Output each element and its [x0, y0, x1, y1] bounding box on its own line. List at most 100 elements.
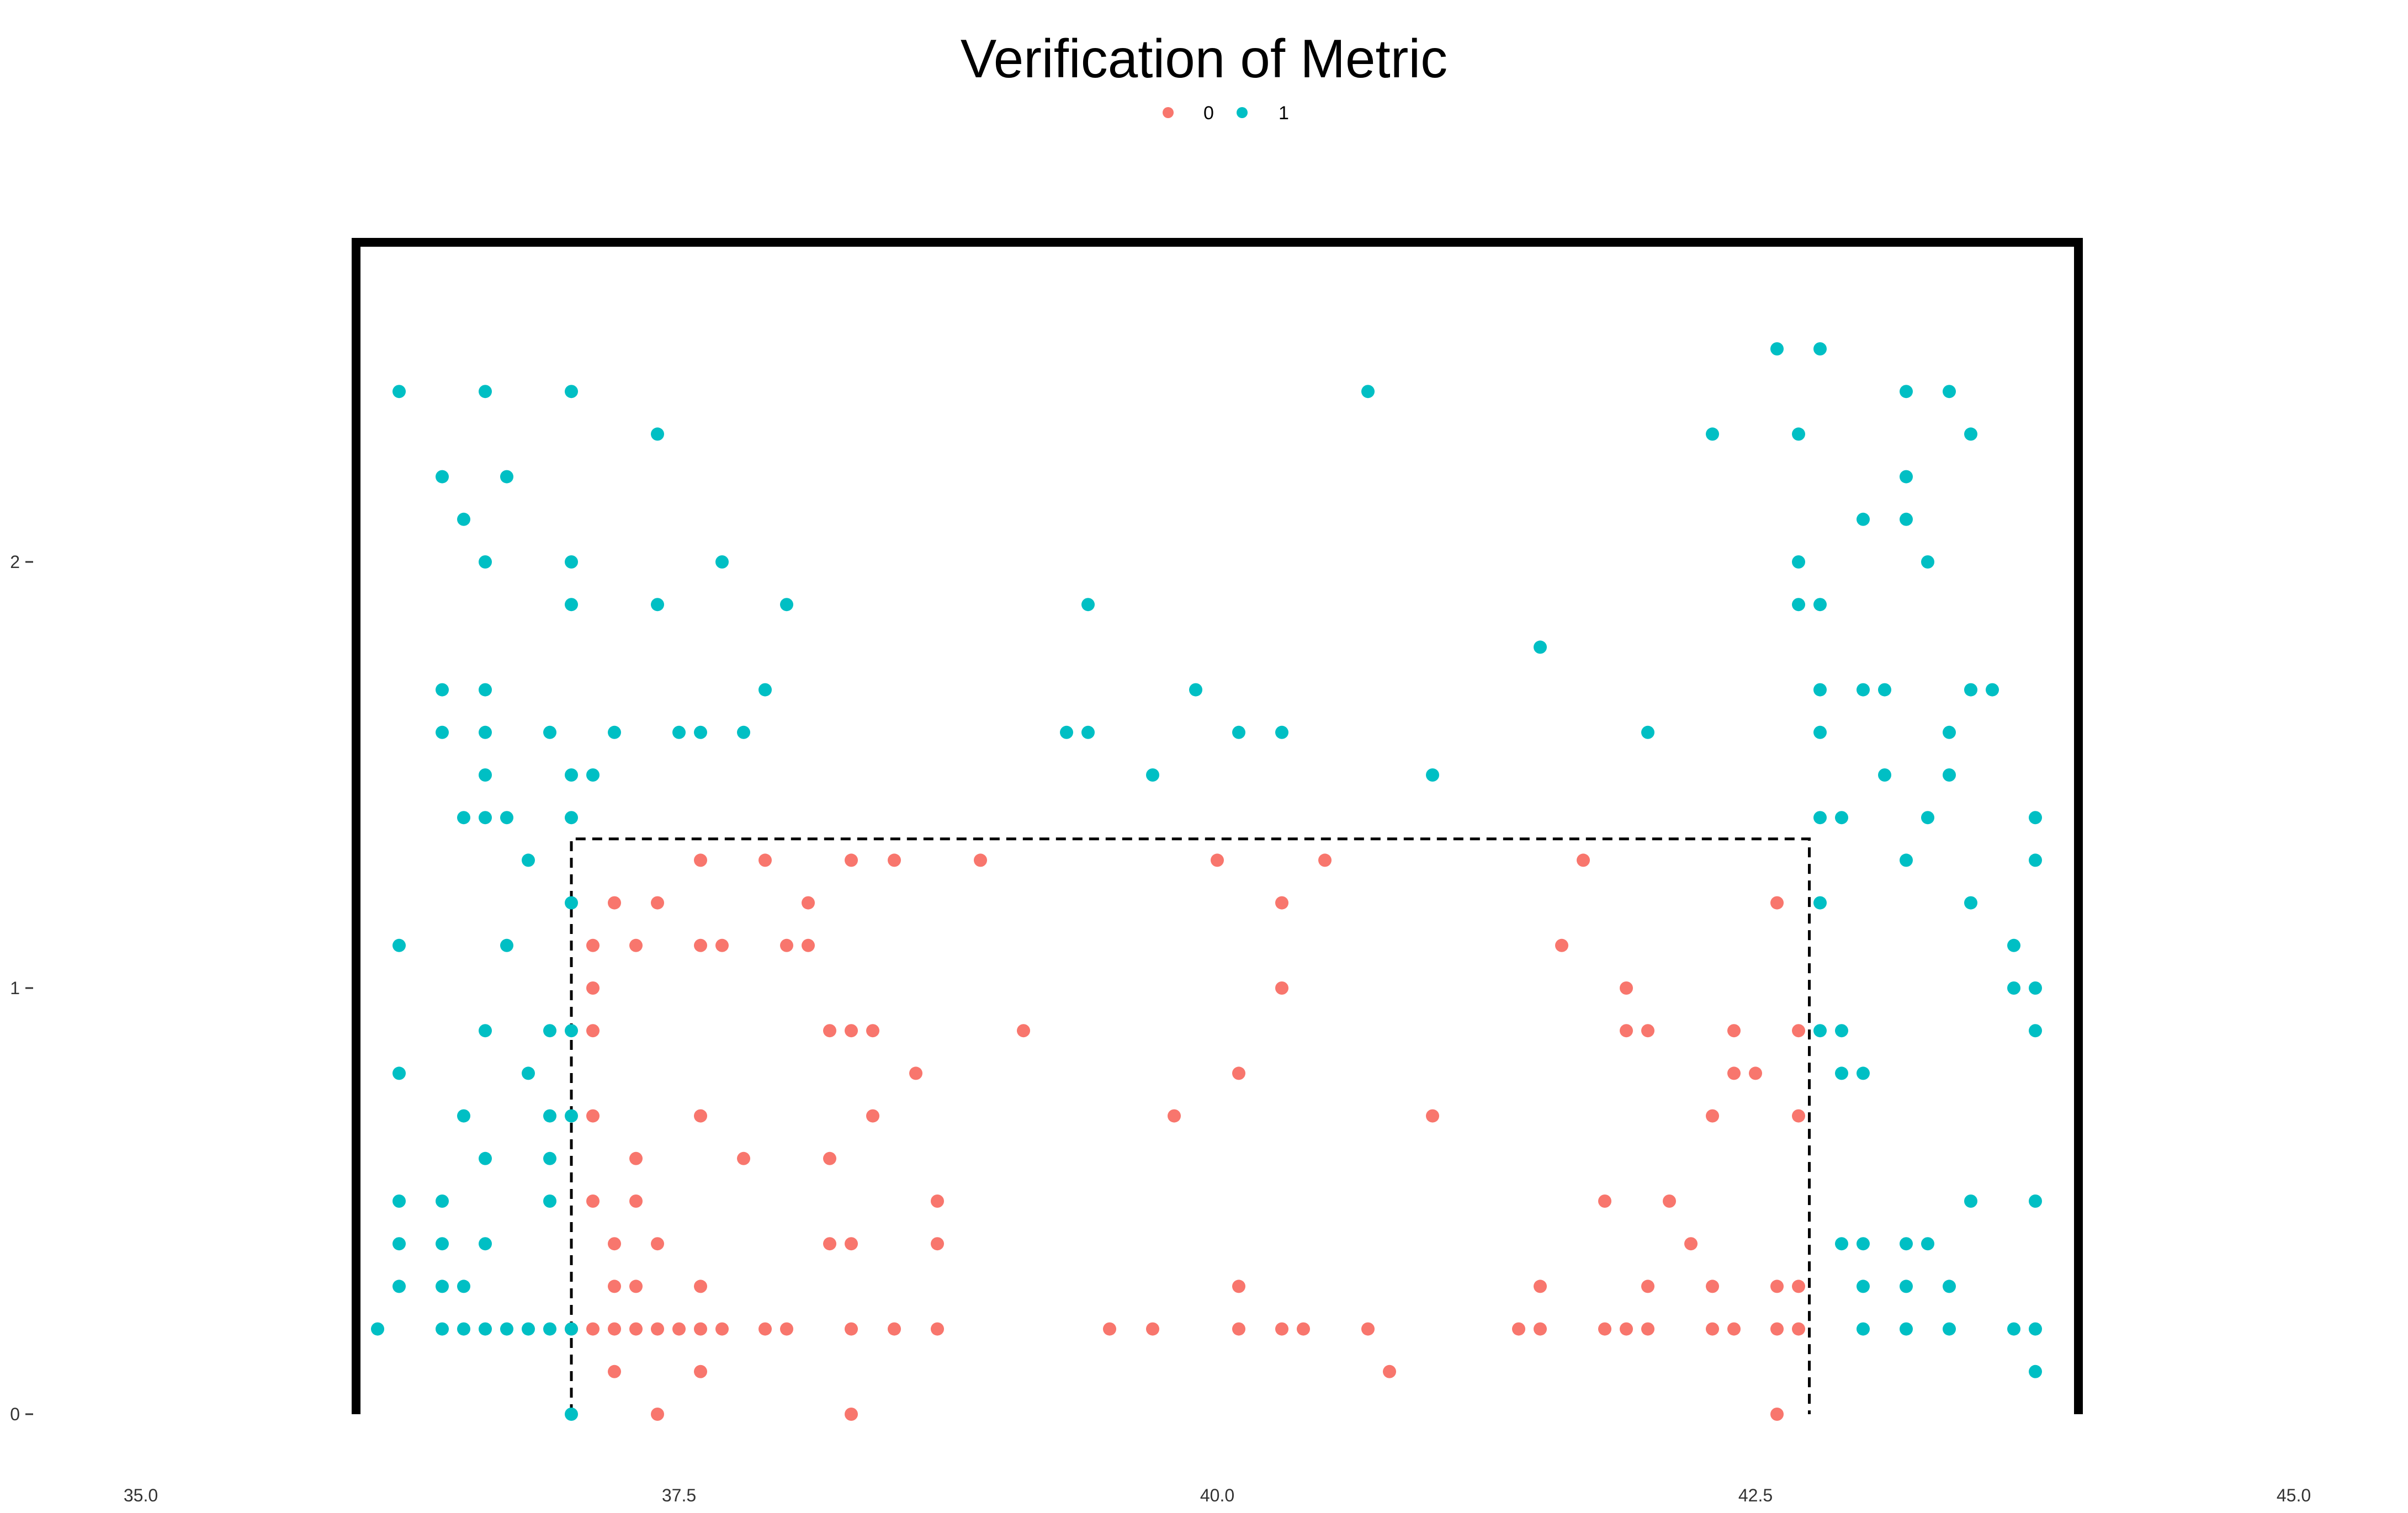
- data-point-series-0: [608, 1365, 621, 1378]
- data-point-series-1: [694, 725, 707, 739]
- data-point-series-0: [1232, 1322, 1245, 1336]
- data-point-series-0: [608, 1322, 621, 1336]
- data-point-series-1: [1857, 1237, 1870, 1251]
- data-point-series-0: [866, 1024, 879, 1038]
- data-point-series-1: [436, 1280, 449, 1293]
- data-point-series-1: [1900, 853, 1913, 867]
- data-point-series-0: [1275, 1322, 1288, 1336]
- data-point-series-1: [651, 427, 664, 441]
- data-point-series-0: [1318, 853, 1332, 867]
- data-point-series-0: [608, 1237, 621, 1251]
- data-point-series-1: [436, 683, 449, 697]
- data-point-series-1: [457, 512, 470, 526]
- data-point-series-0: [651, 896, 664, 910]
- data-point-series-1: [436, 725, 449, 739]
- data-point-series-1: [565, 1109, 578, 1123]
- data-point-series-1: [1813, 1024, 1827, 1038]
- data-point-series-1: [565, 1024, 578, 1038]
- data-point-series-1: [1835, 1024, 1848, 1038]
- data-point-series-0: [888, 853, 901, 867]
- data-point-series-1: [436, 1322, 449, 1336]
- data-point-series-1: [1943, 1280, 1956, 1293]
- data-point-series-0: [1727, 1066, 1741, 1080]
- data-point-series-1: [543, 1322, 556, 1336]
- data-point-series-1: [1878, 768, 1891, 782]
- data-point-series-1: [522, 853, 535, 867]
- data-point-series-0: [1426, 1109, 1439, 1123]
- data-point-series-1: [479, 811, 492, 825]
- data-point-series-0: [1641, 1280, 1654, 1293]
- data-point-series-1: [500, 470, 513, 484]
- data-point-series-0: [823, 1024, 836, 1038]
- data-point-series-1: [565, 598, 578, 612]
- data-point-series-1: [1835, 811, 1848, 825]
- data-point-series-1: [1361, 385, 1375, 399]
- data-point-series-1: [1900, 385, 1913, 399]
- data-point-series-0: [888, 1322, 901, 1336]
- x-tick-label: 45.0: [2277, 1485, 2311, 1505]
- data-point-series-1: [393, 1195, 406, 1208]
- data-point-series-0: [629, 938, 643, 952]
- data-point-series-1: [543, 725, 556, 739]
- data-point-series-0: [931, 1322, 944, 1336]
- data-point-series-0: [1749, 1066, 1762, 1080]
- data-point-series-1: [393, 1280, 406, 1293]
- data-point-series-1: [2029, 981, 2042, 995]
- data-point-series-0: [1512, 1322, 1525, 1336]
- data-point-series-1: [2029, 1322, 2042, 1336]
- data-point-series-0: [586, 1109, 600, 1123]
- data-point-series-1: [479, 683, 492, 697]
- data-point-series-0: [780, 938, 793, 952]
- y-tick-label: 2: [10, 552, 20, 572]
- data-point-series-1: [608, 725, 621, 739]
- data-point-series-1: [1081, 598, 1095, 612]
- data-point-series-1: [1813, 811, 1827, 825]
- data-point-series-1: [479, 1151, 492, 1165]
- data-point-series-1: [1900, 1280, 1913, 1293]
- data-point-series-1: [737, 725, 750, 739]
- data-point-series-0: [1706, 1322, 1719, 1336]
- data-point-series-1: [1146, 768, 1159, 782]
- legend-label-1: 1: [1279, 103, 1289, 124]
- data-point-series-1: [2029, 853, 2042, 867]
- data-point-series-0: [931, 1195, 944, 1208]
- data-point-series-1: [1900, 470, 1913, 484]
- data-point-series-1: [565, 385, 578, 399]
- data-point-series-1: [565, 811, 578, 825]
- data-point-series-1: [1900, 1322, 1913, 1336]
- data-point-series-1: [672, 725, 686, 739]
- data-point-series-0: [823, 1151, 836, 1165]
- data-point-series-1: [1921, 1237, 1934, 1251]
- data-point-series-1: [457, 1322, 470, 1336]
- data-point-series-0: [715, 1322, 729, 1336]
- data-point-series-0: [845, 1024, 858, 1038]
- data-point-series-1: [500, 1322, 513, 1336]
- data-point-series-1: [1900, 1237, 1913, 1251]
- data-point-series-0: [629, 1195, 643, 1208]
- data-point-series-1: [1813, 896, 1827, 910]
- data-point-series-1: [1426, 768, 1439, 782]
- data-point-series-1: [1813, 598, 1827, 612]
- data-point-series-0: [694, 1322, 707, 1336]
- data-point-series-0: [759, 853, 772, 867]
- data-point-series-1: [651, 598, 664, 612]
- data-point-series-0: [802, 938, 815, 952]
- data-point-series-0: [629, 1280, 643, 1293]
- data-point-series-1: [543, 1024, 556, 1038]
- data-point-series-1: [1189, 683, 1202, 697]
- data-point-series-1: [1792, 427, 1805, 441]
- data-point-series-1: [565, 1322, 578, 1336]
- data-point-series-1: [2029, 811, 2042, 825]
- data-point-series-0: [694, 853, 707, 867]
- data-point-series-1: [780, 598, 793, 612]
- data-point-series-1: [479, 1024, 492, 1038]
- data-point-series-0: [1232, 1280, 1245, 1293]
- data-point-series-0: [1146, 1322, 1159, 1336]
- data-point-series-0: [845, 1408, 858, 1421]
- data-point-series-0: [629, 1322, 643, 1336]
- data-point-series-0: [1555, 938, 1568, 952]
- data-point-series-0: [1598, 1195, 1611, 1208]
- data-point-series-0: [608, 1280, 621, 1293]
- data-point-series-1: [1921, 811, 1934, 825]
